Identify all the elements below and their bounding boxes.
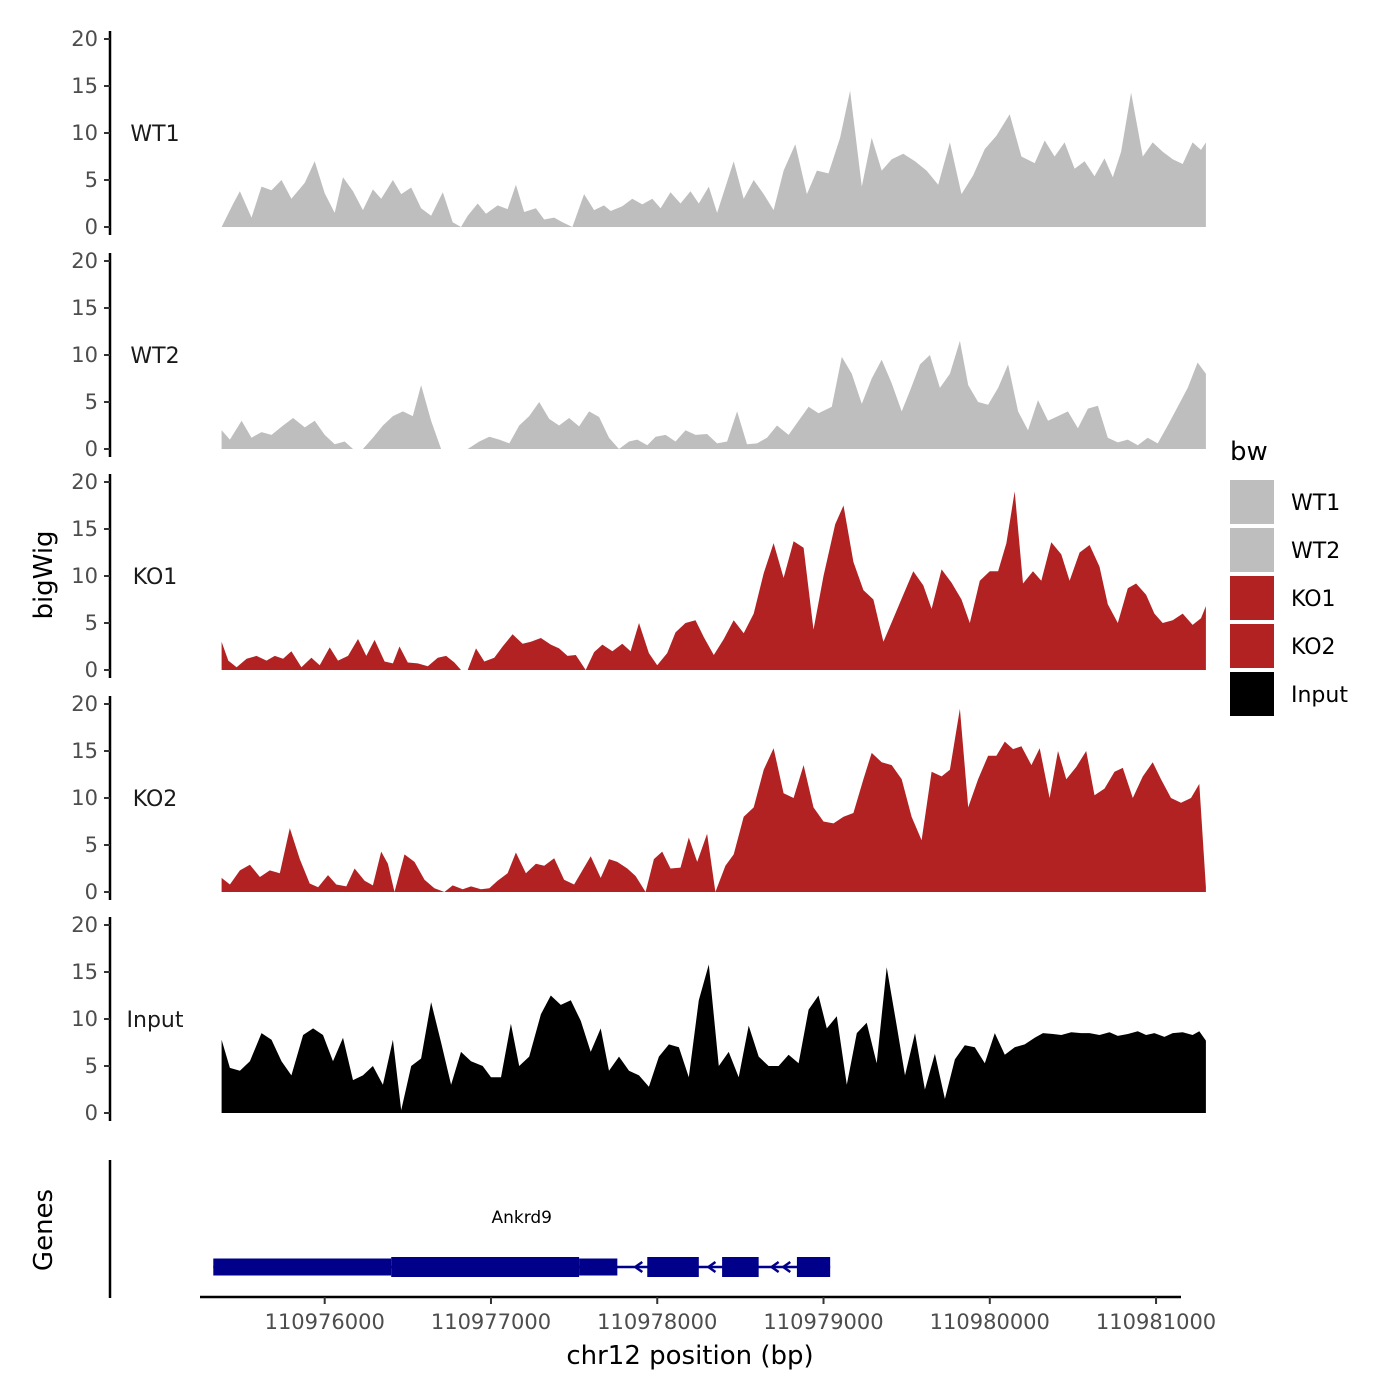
track-panel-wt1: 0 5 10 15 20 WT1 xyxy=(71,27,1206,239)
track-label: KO1 xyxy=(133,565,178,590)
gene-exon-3 xyxy=(579,1258,618,1276)
y-tick-label: 10 xyxy=(71,564,98,588)
y-tick-label: 5 xyxy=(85,390,98,414)
series-area-ko2 xyxy=(221,708,1206,892)
series-area-ko1 xyxy=(221,491,1206,670)
gene-exon-6 xyxy=(796,1257,831,1277)
y-tick-label: 15 xyxy=(71,74,98,98)
y-tick-label: 15 xyxy=(71,517,98,541)
y-tick-label: 0 xyxy=(85,1101,98,1125)
track-label: WT2 xyxy=(130,344,179,369)
track-panel-input: 0 5 10 15 20 Input xyxy=(71,913,1206,1125)
y-tick-label: 0 xyxy=(85,437,98,461)
gene-exon-2 xyxy=(391,1257,580,1277)
x-axis: 110976000 110977000 110978000 110979000 1109… xyxy=(200,1295,1216,1334)
strand-arrow xyxy=(781,1260,792,1274)
legend-key-ko2 xyxy=(1230,624,1274,668)
gene-label: Ankrd9 xyxy=(491,1208,552,1228)
y-tick-label: 0 xyxy=(85,215,98,239)
legend-label-wt2: WT2 xyxy=(1291,539,1340,564)
legend-key-wt1 xyxy=(1230,480,1274,524)
series-area-wt1 xyxy=(221,90,1206,227)
y-tick-label: 10 xyxy=(71,121,98,145)
y-tick-label: 10 xyxy=(71,343,98,367)
x-tick-label: 110981000 xyxy=(1096,1310,1216,1334)
series-area-input xyxy=(221,964,1206,1113)
gene-exon-1 xyxy=(213,1258,392,1276)
y-tick-label: 5 xyxy=(85,611,98,635)
y-tick-label: 20 xyxy=(71,913,98,937)
y-tick-label: 0 xyxy=(85,880,98,904)
track-label: WT1 xyxy=(130,122,179,147)
y-tick-label: 20 xyxy=(71,470,98,494)
y-tick-label: 20 xyxy=(71,692,98,716)
legend-label-input: Input xyxy=(1291,683,1348,708)
genes-panel: Ankrd9 xyxy=(108,1160,831,1298)
legend-key-input xyxy=(1230,672,1274,716)
legend-label-wt1: WT1 xyxy=(1291,491,1340,516)
y-tick-label: 15 xyxy=(71,960,98,984)
track-panel-wt2: 0 5 10 15 20 WT2 xyxy=(71,249,1206,461)
y-tick-label: 5 xyxy=(85,168,98,192)
strand-arrow xyxy=(769,1260,780,1274)
gene-exon-5 xyxy=(722,1257,759,1277)
y-axis-title: bigWig xyxy=(29,530,59,619)
y-tick-label: 5 xyxy=(85,1054,98,1078)
y-tick-label: 20 xyxy=(71,249,98,273)
y-tick-label: 10 xyxy=(71,786,98,810)
track-panel-ko1: 0 5 10 15 20 KO1 xyxy=(71,470,1206,682)
x-tick-label: 110978000 xyxy=(597,1310,717,1334)
y-tick-label: 0 xyxy=(85,658,98,682)
strand-arrow xyxy=(706,1260,717,1274)
legend-title: bw xyxy=(1230,437,1268,467)
strand-arrow xyxy=(633,1260,644,1274)
y-tick-label: 15 xyxy=(71,739,98,763)
track-label: Input xyxy=(127,1008,184,1033)
x-tick-label: 110977000 xyxy=(431,1310,551,1334)
track-label: KO2 xyxy=(133,787,178,812)
x-tick-label: 110979000 xyxy=(763,1310,883,1334)
y-tick-label: 10 xyxy=(71,1007,98,1031)
genes-axis-title: Genes xyxy=(29,1189,59,1271)
x-tick-label: 110976000 xyxy=(265,1310,385,1334)
gene-exon-4 xyxy=(647,1257,699,1277)
legend-key-wt2 xyxy=(1230,528,1274,572)
legend-key-ko1 xyxy=(1230,576,1274,620)
y-tick-label: 20 xyxy=(71,27,98,51)
y-tick-label: 15 xyxy=(71,296,98,320)
y-tick-label: 5 xyxy=(85,833,98,857)
legend-label-ko1: KO1 xyxy=(1291,587,1336,612)
series-area-wt2 xyxy=(221,340,1206,449)
x-axis-title: chr12 position (bp) xyxy=(566,1341,813,1371)
track-panels: 0 5 10 15 20 WT1 0 5 10 15 20 WT2 0 5 10 15 20 KO1 0 5 10 15 2… xyxy=(71,27,1206,1125)
x-tick-label: 110980000 xyxy=(930,1310,1050,1334)
legend-label-ko2: KO2 xyxy=(1291,635,1336,660)
legend: bw WT1 WT2 KO1 KO2 Input xyxy=(1230,437,1348,716)
track-panel-ko2: 0 5 10 15 20 KO2 xyxy=(71,692,1206,904)
